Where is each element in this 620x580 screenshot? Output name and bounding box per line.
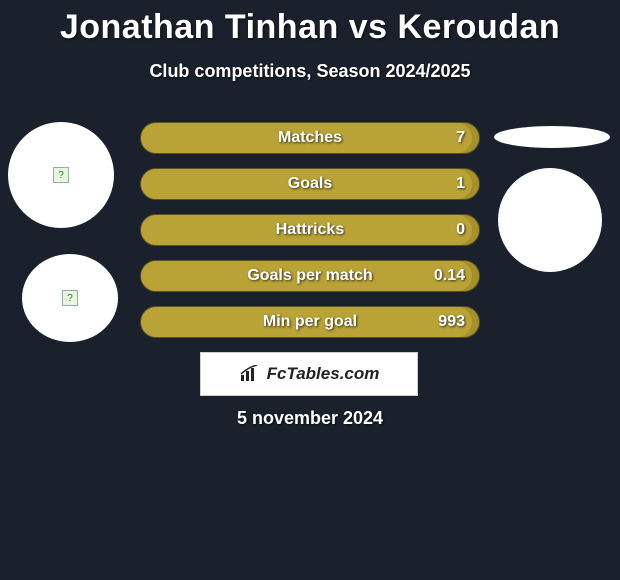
stat-value: 993 <box>438 313 465 331</box>
page-title: Jonathan Tinhan vs Keroudan <box>0 0 620 47</box>
fctables-logo[interactable]: FcTables.com <box>200 352 418 396</box>
page-subtitle: Club competitions, Season 2024/2025 <box>0 61 620 82</box>
right-ellipse-decoration <box>494 126 610 148</box>
player-avatar-1: ? <box>8 122 114 228</box>
image-placeholder-icon: ? <box>546 211 555 229</box>
stat-value: 0 <box>456 221 465 239</box>
stat-row-min-per-goal: Min per goal 993 <box>140 306 480 338</box>
chart-icon <box>239 365 261 383</box>
stats-panel: Matches 7 Goals 1 Hattricks 0 Goals per … <box>140 122 480 352</box>
stat-value: 1 <box>456 175 465 193</box>
stat-value: 7 <box>456 129 465 147</box>
stat-row-matches: Matches 7 <box>140 122 480 154</box>
stat-value: 0.14 <box>434 267 465 285</box>
stat-label: Goals per match <box>247 267 372 285</box>
stat-row-hattricks: Hattricks 0 <box>140 214 480 246</box>
image-placeholder-icon: ? <box>62 290 78 306</box>
stat-label: Goals <box>288 175 332 193</box>
image-placeholder-icon: ? <box>53 167 69 183</box>
logo-text: FcTables.com <box>267 364 380 384</box>
player-avatar-3: ? <box>498 168 602 272</box>
date-label: 5 november 2024 <box>0 408 620 429</box>
stat-label: Matches <box>278 129 342 147</box>
player-avatar-2: ? <box>22 254 118 342</box>
stat-row-goals-per-match: Goals per match 0.14 <box>140 260 480 292</box>
stat-label: Hattricks <box>276 221 344 239</box>
stat-row-goals: Goals 1 <box>140 168 480 200</box>
stat-label: Min per goal <box>263 313 357 331</box>
